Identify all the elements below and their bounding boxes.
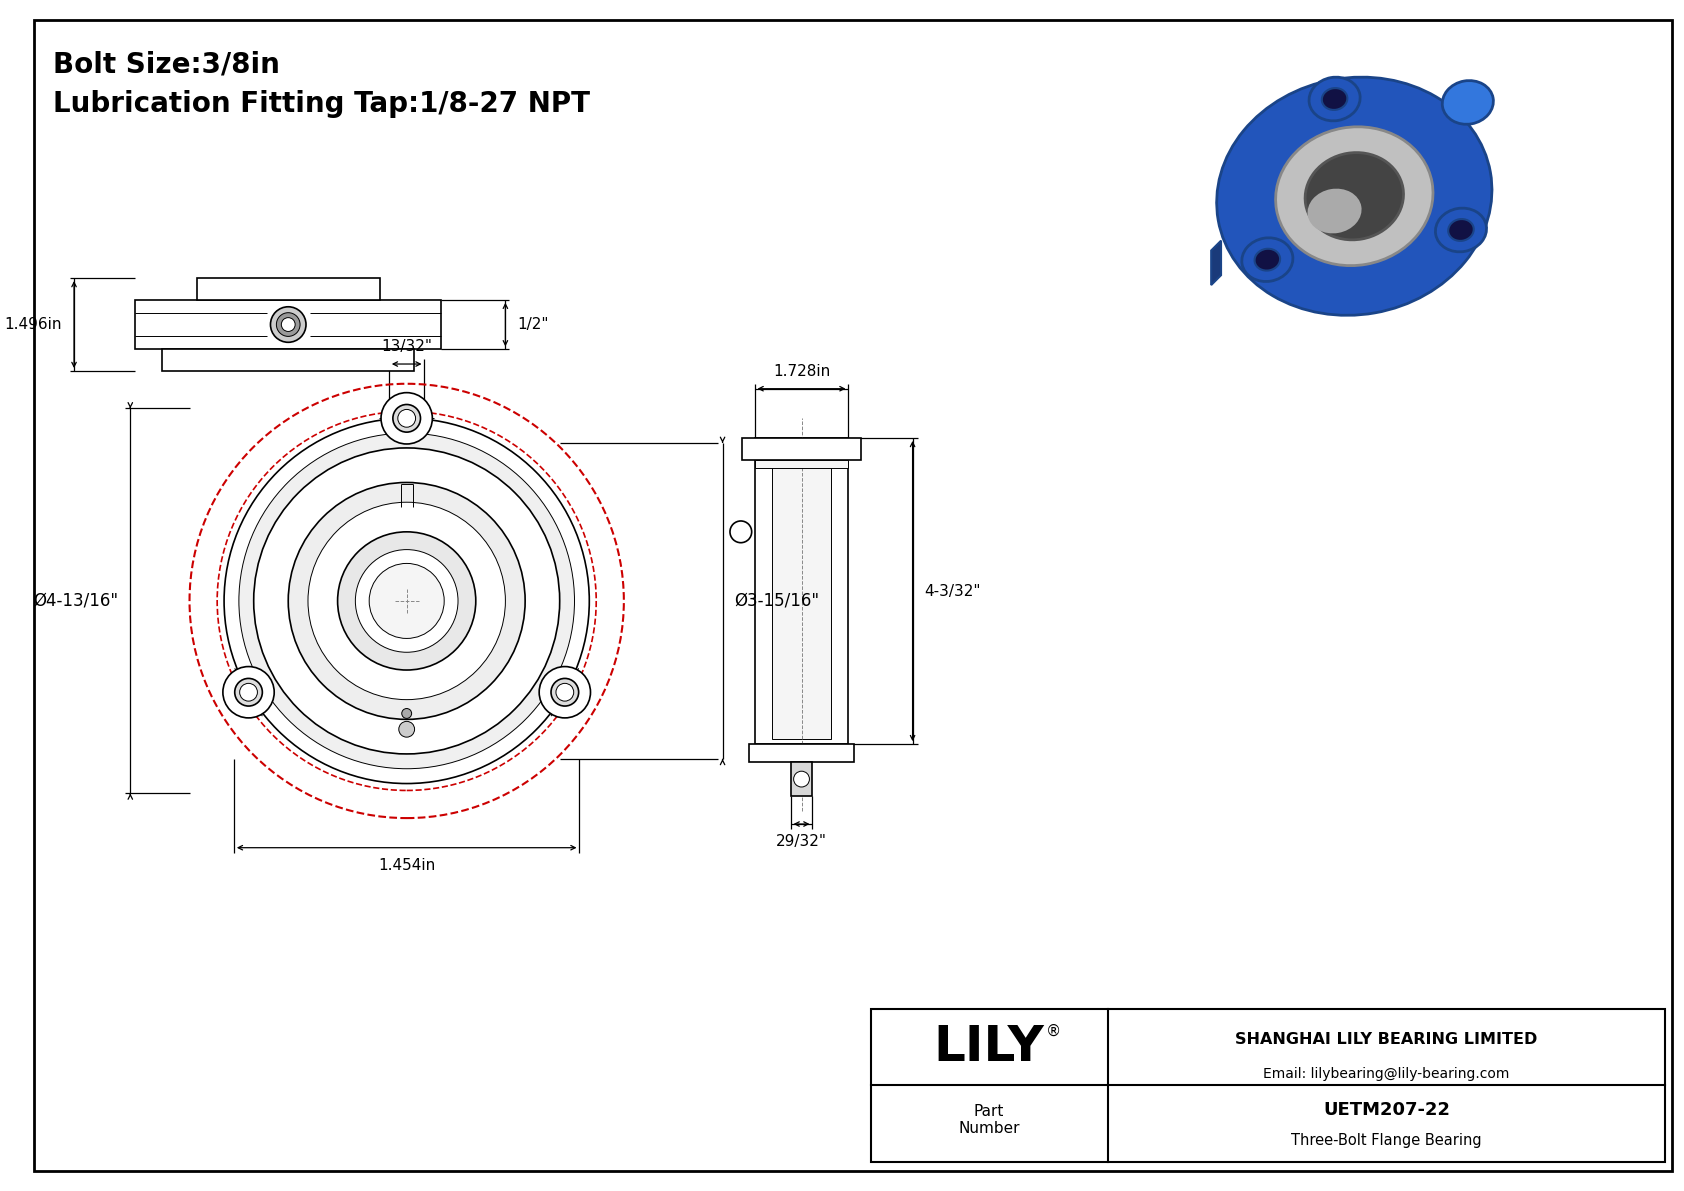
Circle shape — [402, 709, 411, 718]
Ellipse shape — [1308, 77, 1361, 120]
Text: 29/32": 29/32" — [776, 834, 827, 849]
Bar — [135, 300, 441, 349]
Text: 1.496in: 1.496in — [5, 317, 62, 332]
Circle shape — [539, 667, 591, 718]
Ellipse shape — [1305, 152, 1403, 239]
Ellipse shape — [1216, 77, 1492, 316]
Bar — [743, 438, 861, 460]
Circle shape — [239, 684, 258, 701]
Circle shape — [397, 410, 416, 428]
Text: Ø3-15/16": Ø3-15/16" — [734, 592, 820, 610]
Text: SHANGHAI LILY BEARING LIMITED: SHANGHAI LILY BEARING LIMITED — [1234, 1031, 1537, 1047]
Circle shape — [381, 393, 433, 444]
Text: Lubrication Fitting Tap:1/8-27 NPT: Lubrication Fitting Tap:1/8-27 NPT — [54, 89, 591, 118]
Bar — [754, 438, 849, 744]
Text: Bolt Size:3/8in: Bolt Size:3/8in — [54, 50, 280, 79]
Circle shape — [271, 307, 306, 342]
Polygon shape — [234, 668, 263, 716]
Bar — [749, 744, 854, 762]
Text: LILY: LILY — [933, 1023, 1044, 1071]
Circle shape — [369, 563, 445, 638]
Circle shape — [276, 313, 300, 336]
Bar — [197, 279, 379, 300]
Circle shape — [337, 532, 477, 671]
Circle shape — [234, 679, 263, 706]
Text: 1.454in: 1.454in — [379, 858, 436, 873]
Text: UETM207-22: UETM207-22 — [1324, 1100, 1450, 1118]
Bar — [771, 443, 832, 740]
Circle shape — [308, 503, 505, 699]
Circle shape — [551, 679, 579, 706]
Circle shape — [729, 520, 751, 543]
Circle shape — [224, 418, 589, 784]
Ellipse shape — [1322, 88, 1347, 110]
Circle shape — [222, 667, 274, 718]
Circle shape — [793, 772, 810, 787]
Circle shape — [556, 684, 574, 701]
Bar — [791, 762, 812, 797]
Circle shape — [254, 448, 559, 754]
Polygon shape — [1211, 241, 1221, 285]
Ellipse shape — [1255, 249, 1280, 270]
Circle shape — [355, 549, 458, 653]
Ellipse shape — [1307, 188, 1362, 233]
Ellipse shape — [1435, 208, 1487, 251]
Ellipse shape — [1442, 81, 1494, 124]
Text: 1/2": 1/2" — [517, 317, 549, 332]
Text: 13/32": 13/32" — [381, 339, 433, 354]
Ellipse shape — [1448, 219, 1474, 241]
Circle shape — [399, 722, 414, 737]
Bar — [754, 460, 849, 468]
Bar — [162, 349, 414, 370]
Ellipse shape — [1241, 238, 1293, 281]
Ellipse shape — [1275, 126, 1433, 266]
Text: Part
Number: Part Number — [958, 1104, 1021, 1136]
Text: 4-3/32": 4-3/32" — [925, 584, 980, 599]
Text: Email: lilybearing@lily-bearing.com: Email: lilybearing@lily-bearing.com — [1263, 1067, 1509, 1081]
Circle shape — [281, 318, 295, 331]
Circle shape — [288, 482, 525, 719]
Text: ®: ® — [1046, 1023, 1061, 1039]
Text: Three-Bolt Flange Bearing: Three-Bolt Flange Bearing — [1292, 1133, 1482, 1148]
Circle shape — [239, 434, 574, 768]
Polygon shape — [551, 668, 579, 716]
Text: 1.728in: 1.728in — [773, 363, 830, 379]
Text: Ø4-13/16": Ø4-13/16" — [34, 592, 118, 610]
Bar — [871, 1009, 1665, 1161]
Circle shape — [392, 405, 421, 432]
